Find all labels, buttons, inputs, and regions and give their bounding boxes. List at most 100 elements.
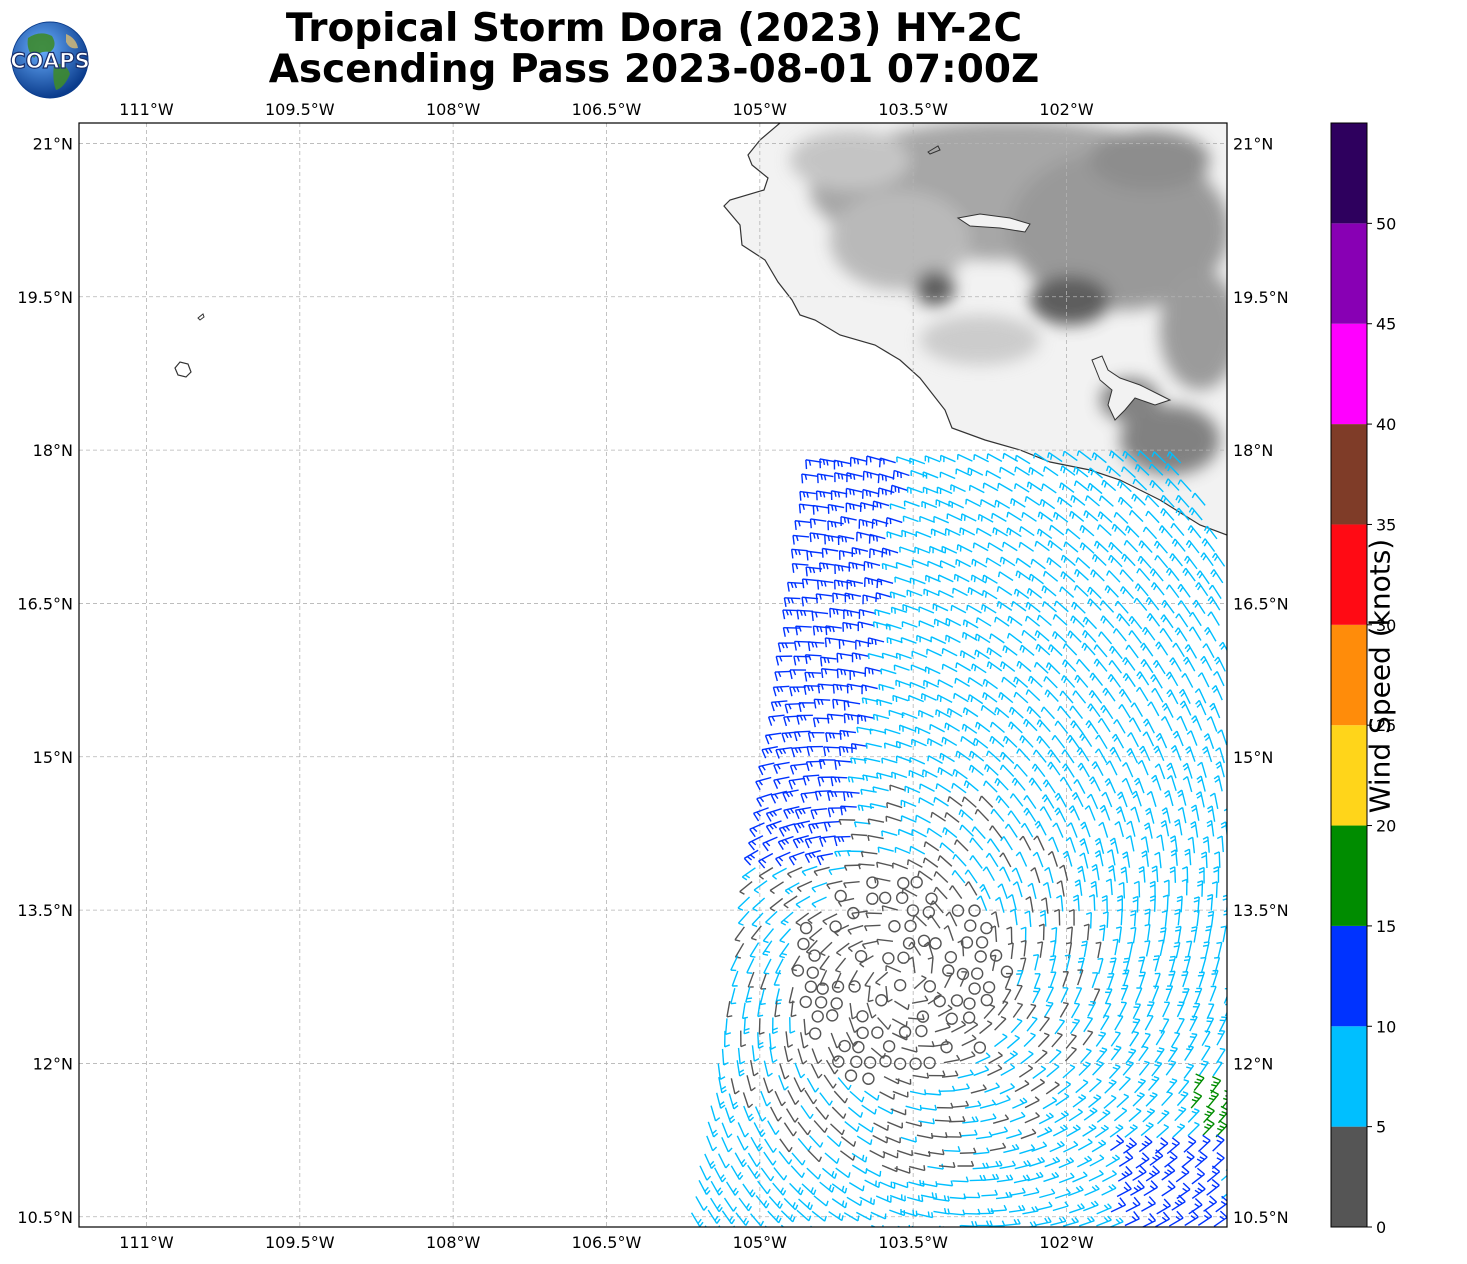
wind-barb: [755, 1195, 770, 1209]
wind-barb: [1094, 748, 1108, 764]
wind-barb: [883, 1076, 900, 1085]
wind-barb: [916, 1211, 934, 1219]
wind-barb: [815, 1106, 830, 1120]
wind-barb: [811, 882, 828, 893]
wind-barb: [961, 1129, 978, 1137]
wind-barb: [980, 704, 997, 716]
wind-barb: [710, 1105, 721, 1122]
wind-barb: [1037, 1032, 1050, 1048]
wind-barb: [1036, 528, 1053, 540]
wind-barb: [937, 1004, 953, 1017]
wind-barb: [986, 1160, 1003, 1169]
wind-barb: [1138, 1135, 1153, 1153]
lat-tick-label-left: 21°N: [33, 134, 73, 153]
wind-barb: [876, 772, 893, 780]
wind-barb: [982, 1173, 1000, 1181]
wind-barb: [1047, 850, 1059, 867]
wind-barb: [833, 835, 851, 847]
wind-barb: [1202, 643, 1215, 659]
wind-barb: [914, 726, 931, 735]
wind-barb: [753, 880, 768, 894]
wind-barb: [885, 623, 902, 631]
wind-barb: [892, 1090, 909, 1098]
wind-barb: [1141, 1196, 1156, 1212]
wind-barb: [986, 838, 1001, 853]
wind-barb: [736, 1060, 745, 1077]
wind-barb: [819, 562, 836, 573]
wind-barb: [1089, 1154, 1105, 1167]
lon-tick-label-bottom: 103.5°W: [878, 1233, 948, 1252]
wind-barb: [1136, 671, 1150, 686]
wind-barb: [1044, 866, 1054, 884]
wind-barb: [1062, 643, 1078, 656]
wind-barb: [1010, 1018, 1023, 1034]
wind-barb: [1077, 1155, 1093, 1168]
wind-barb: [918, 606, 935, 614]
wind-barb: [1014, 466, 1030, 476]
wind-barb: [704, 1225, 707, 1227]
wind-barb: [890, 606, 907, 614]
wind-barb: [1179, 700, 1192, 716]
wind-barb: [1047, 540, 1063, 551]
wind-barb: [992, 1114, 1010, 1124]
wind-barb: [924, 455, 941, 463]
wind-barb: [1176, 1001, 1185, 1018]
wind-barb: [1052, 1201, 1069, 1212]
wind-barb: [1099, 924, 1106, 942]
colorbar-bin: [1331, 725, 1367, 826]
wind-barb: [986, 453, 1003, 462]
wind-barb: [1166, 689, 1179, 705]
wind-barb: [915, 1024, 928, 1038]
wind-barb: [1033, 954, 1040, 971]
wind-barb: [987, 542, 1004, 552]
wind-barb: [1083, 510, 1099, 522]
wind-barb: [721, 1048, 729, 1066]
wind-barb: [912, 1072, 930, 1079]
wind-barb: [1195, 582, 1209, 597]
wind-barb: [1127, 941, 1134, 959]
wind-barb: [778, 1074, 789, 1091]
wind-barb: [1079, 732, 1093, 747]
wind-barb: [1066, 1124, 1081, 1137]
wind-barb: [968, 764, 984, 776]
wind-barb: [1051, 734, 1066, 749]
wind-barb: [792, 534, 810, 545]
wind-barb: [922, 471, 939, 479]
wind-barb: [830, 776, 848, 787]
wind-barb: [864, 666, 882, 677]
wind-barb: [1165, 1060, 1177, 1076]
wind-barb: [1054, 1110, 1069, 1124]
lat-tick-label-left: 15°N: [33, 748, 73, 767]
wind-barb: [1036, 735, 1051, 749]
wind-barb: [950, 484, 966, 493]
wind-barb: [794, 1062, 806, 1079]
wind-barb: [1124, 525, 1140, 538]
wind-barb: [1009, 1187, 1026, 1197]
wind-barb: [1176, 1017, 1185, 1034]
wind-barb: [890, 1108, 907, 1116]
wind-barb: [1094, 1124, 1109, 1138]
wind-barb: [980, 1113, 997, 1123]
wind-barb: [793, 1226, 794, 1227]
wind-barb: [1137, 555, 1152, 569]
wind-barb: [1181, 971, 1189, 988]
wind-barb: [1095, 941, 1102, 959]
wind-barb: [847, 940, 864, 953]
wind-barb: [1097, 717, 1111, 733]
wind-barb: [1023, 795, 1037, 810]
colorbar-bin: [1331, 1126, 1367, 1227]
wind-barb: [1184, 555, 1198, 570]
wind-barb: [999, 751, 1015, 765]
wind-barb: [1068, 805, 1081, 821]
wind-barb: [1034, 820, 1047, 836]
wind-barb: [801, 596, 819, 607]
wind-barb: [1132, 1164, 1147, 1182]
wind-barb: [996, 600, 1013, 611]
wind-barb: [1202, 1118, 1215, 1136]
wind-barb: [999, 556, 1016, 567]
wind-barb: [921, 500, 938, 509]
lat-tick-label-right: 13.5°N: [1233, 901, 1289, 920]
wind-barb: [1041, 483, 1057, 494]
wind-barb: [1116, 908, 1123, 926]
wind-barb: [962, 619, 979, 629]
